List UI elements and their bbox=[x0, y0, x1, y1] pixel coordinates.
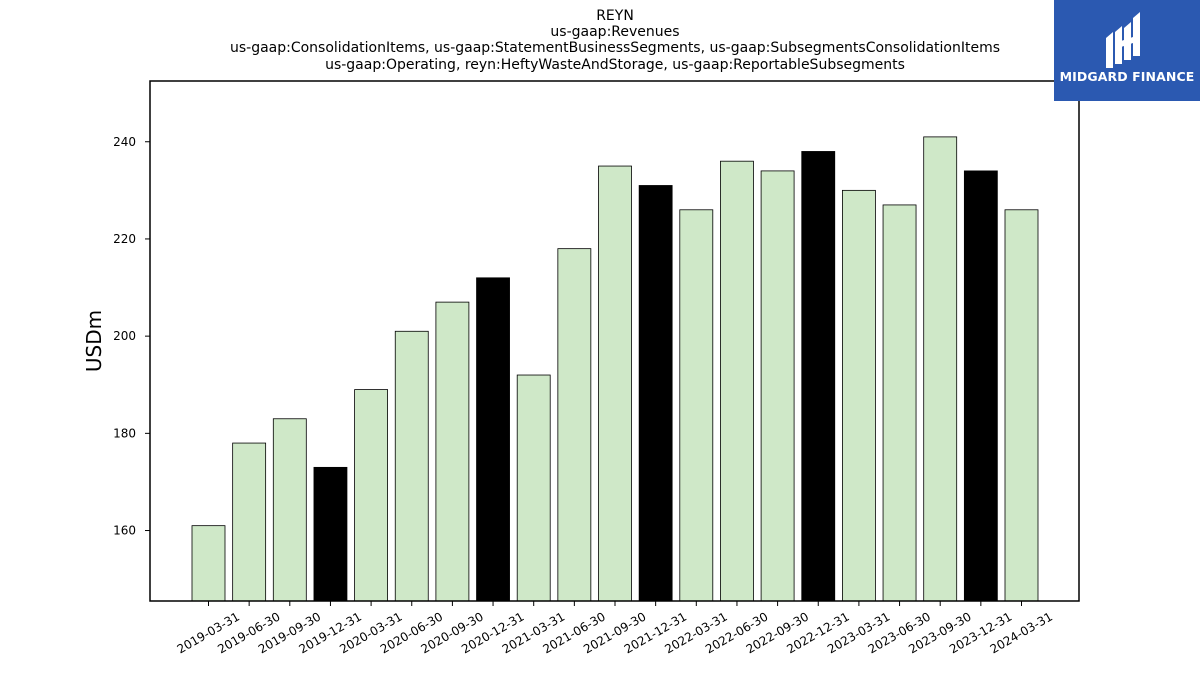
y-tick-label: 240 bbox=[113, 135, 136, 149]
logo-text: MIDGARD FINANCE bbox=[1059, 69, 1195, 84]
plot-frame bbox=[149, 80, 1080, 602]
bar-2021-03-31 bbox=[516, 374, 551, 602]
chart-title: REYN us-gaap:Revenues us-gaap:Consolidat… bbox=[230, 8, 1000, 73]
bar-2020-09-30 bbox=[435, 301, 470, 602]
bar-series bbox=[191, 136, 1039, 602]
bar-2019-12-31 bbox=[313, 466, 348, 602]
chart-title-line-1: REYN bbox=[596, 8, 634, 24]
bar-2019-06-30 bbox=[232, 442, 267, 602]
bar-2022-12-31 bbox=[801, 151, 836, 602]
chart-title-line-4: us-gaap:Operating, reyn:HeftyWasteAndSto… bbox=[325, 57, 905, 73]
chart-title-line-2: us-gaap:Revenues bbox=[550, 24, 679, 40]
bar-2023-09-30 bbox=[923, 136, 958, 602]
bar-2020-06-30 bbox=[394, 330, 429, 602]
bar-2019-03-31 bbox=[191, 525, 226, 602]
bar-2021-09-30 bbox=[598, 165, 632, 602]
bar-2022-03-31 bbox=[679, 209, 714, 602]
y-axis-ticks: 160 180 200 220 240 bbox=[113, 135, 150, 538]
y-tick-label: 180 bbox=[113, 426, 136, 440]
midgard-finance-logo: MIDGARD FINANCE bbox=[1054, 0, 1200, 101]
bar-2021-06-30 bbox=[557, 248, 592, 602]
y-tick-label: 220 bbox=[113, 232, 136, 246]
x-axis-ticks: 2019-03-312019-06-302019-09-302019-12-31… bbox=[175, 601, 1055, 656]
bar-2022-06-30 bbox=[720, 160, 754, 602]
midgard-logo-icon bbox=[1106, 12, 1140, 68]
bar-2020-03-31 bbox=[354, 389, 389, 602]
bar-2023-12-31 bbox=[963, 170, 998, 602]
bar-2024-03-31 bbox=[1004, 209, 1039, 602]
bar-2023-03-31 bbox=[842, 189, 876, 602]
bar-2022-09-30 bbox=[760, 170, 795, 602]
y-axis-label: USDm bbox=[82, 310, 106, 372]
bar-2023-06-30 bbox=[882, 204, 917, 602]
bar-2021-12-31 bbox=[638, 185, 673, 602]
bar-2020-12-31 bbox=[476, 277, 510, 602]
y-tick-label: 200 bbox=[113, 329, 136, 343]
chart-title-line-3: us-gaap:ConsolidationItems, us-gaap:Stat… bbox=[230, 40, 1000, 56]
y-tick-label: 160 bbox=[113, 524, 136, 538]
bar-2019-09-30 bbox=[272, 418, 307, 602]
